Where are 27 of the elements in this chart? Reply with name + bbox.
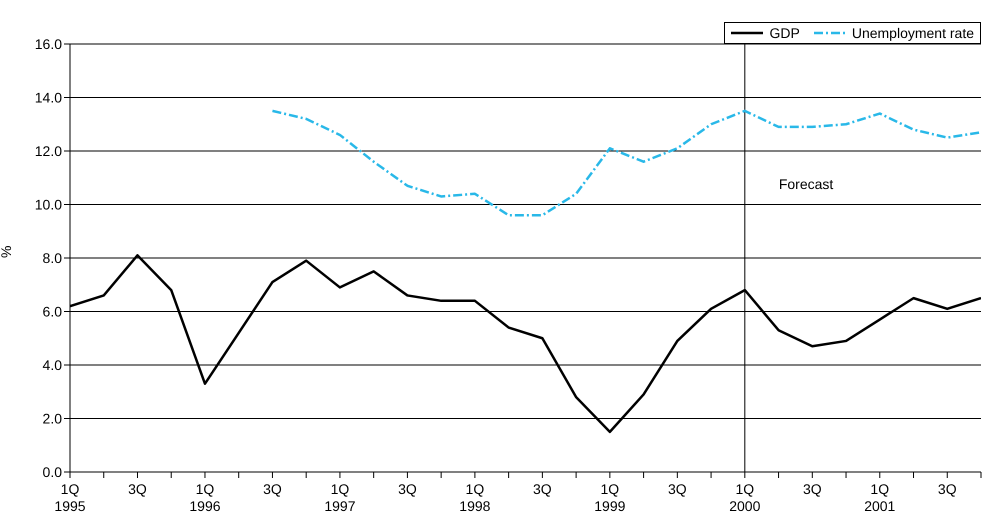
y-tick-label: 16.0 xyxy=(34,36,62,52)
y-tick-label: 0.0 xyxy=(42,464,62,480)
x-tick-label: 1Q 2001 xyxy=(864,481,896,514)
y-axis-title: % xyxy=(0,246,14,258)
legend-label: Unemployment rate xyxy=(852,25,974,41)
y-tick-label: 12.0 xyxy=(34,142,62,159)
x-tick-label: 1Q 1996 xyxy=(189,481,221,514)
y-tick-label: 4.0 xyxy=(42,356,62,373)
x-tick-label: 1Q 1995 xyxy=(54,481,86,514)
x-tick-label: 3Q xyxy=(398,481,417,497)
x-tick-label: 1Q 1998 xyxy=(459,481,491,514)
x-tick-label: 3Q xyxy=(263,481,282,497)
x-tick-label: 3Q xyxy=(128,481,147,497)
x-tick-label: 1Q 1999 xyxy=(594,481,626,514)
x-tick-label: 1Q 2000 xyxy=(729,481,761,514)
x-tick-label: 3Q xyxy=(938,481,957,497)
x-tick-label: 3Q xyxy=(802,481,822,497)
y-tick-label: 6.0 xyxy=(42,303,62,320)
y-tick-label: 10.0 xyxy=(34,196,62,212)
x-tick-label: 3Q xyxy=(668,481,687,497)
x-tick-label: 1Q 1997 xyxy=(324,481,356,514)
x-tick-label: 3Q xyxy=(533,481,552,497)
y-tick-label: 14.0 xyxy=(34,89,62,106)
ref-line-label: Forecast xyxy=(778,176,834,192)
legend-label: GDP xyxy=(769,25,800,41)
y-tick-label: 8.0 xyxy=(42,250,62,266)
y-tick-label: 2.0 xyxy=(42,410,62,426)
